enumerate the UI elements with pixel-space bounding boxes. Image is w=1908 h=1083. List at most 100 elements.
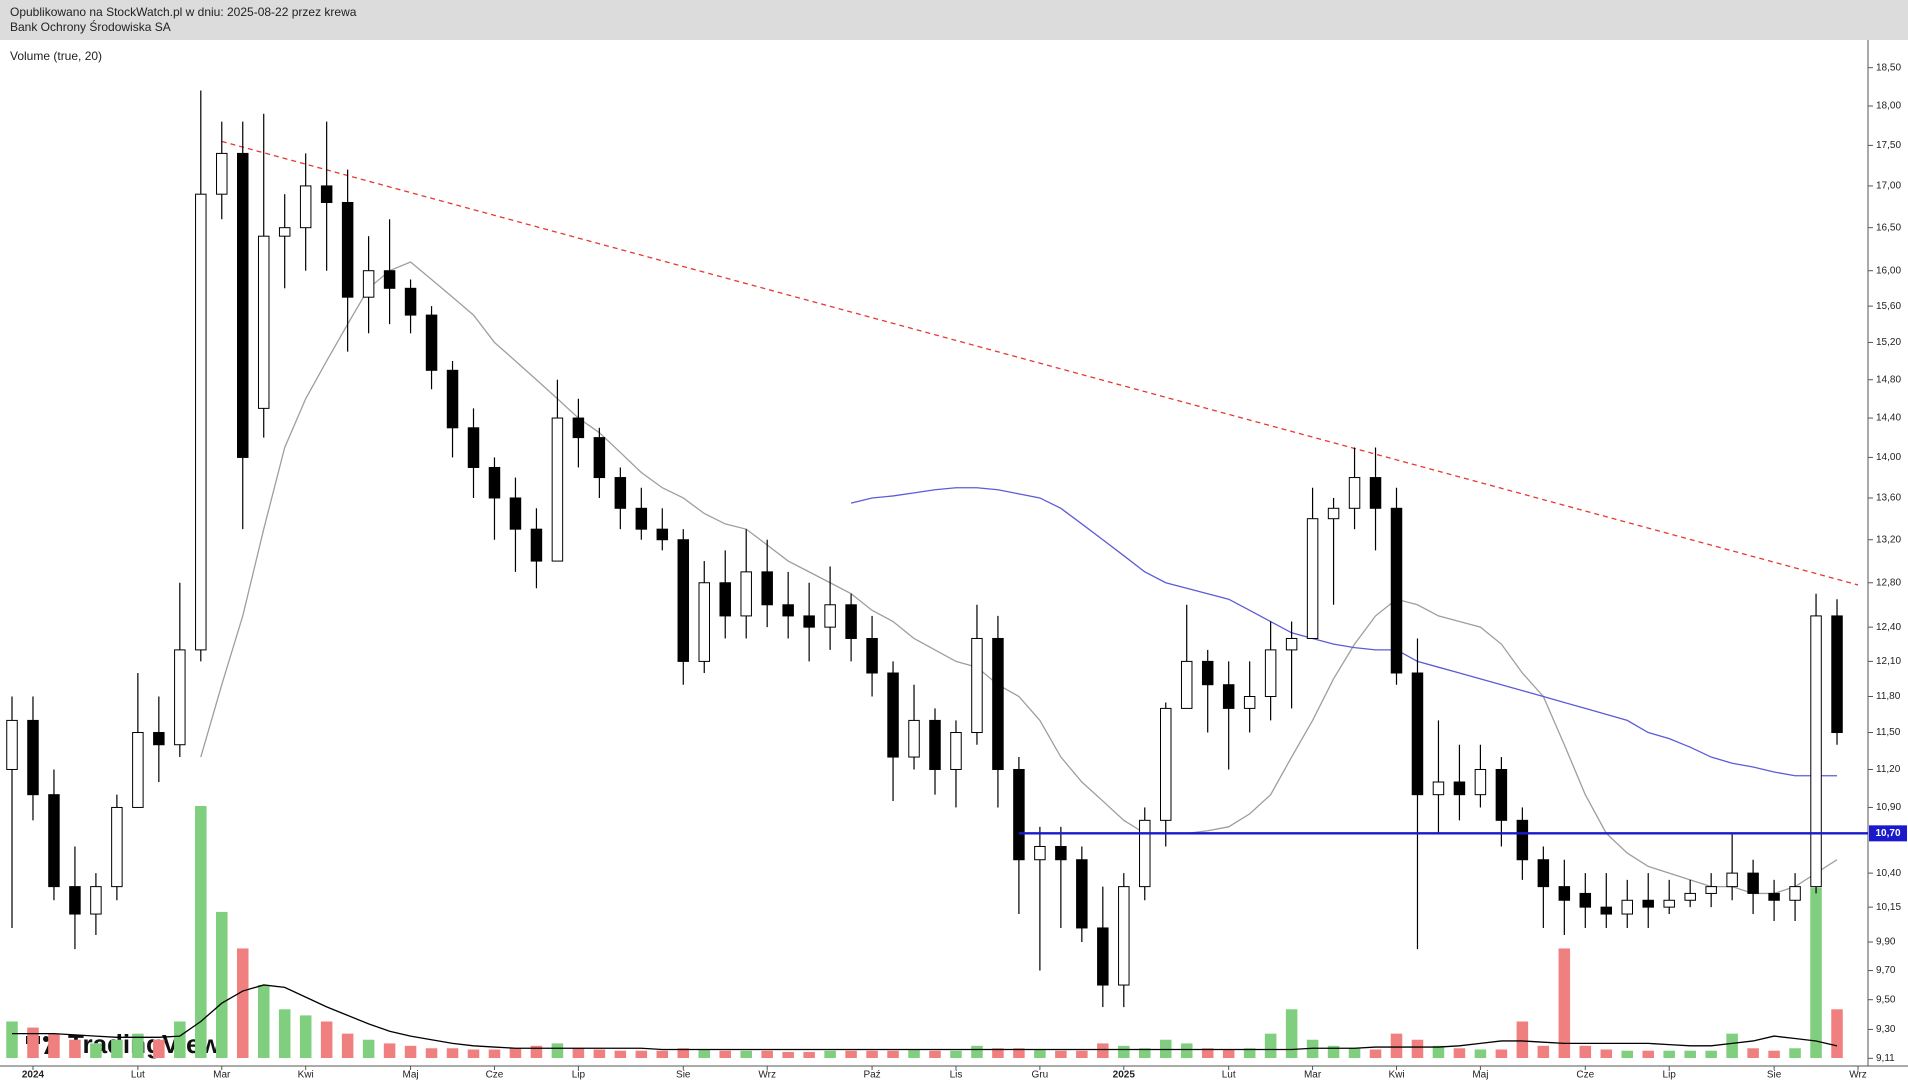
x-tick-label: Wrz <box>1849 1070 1867 1081</box>
y-tick-label: 12,80 <box>1876 577 1901 588</box>
candle-body <box>1013 768 1025 861</box>
x-tick-label: Lis <box>950 1070 963 1081</box>
candle-body <box>950 732 962 770</box>
volume-bar <box>908 1049 920 1058</box>
volume-label: Volume (true, 20) <box>10 49 102 63</box>
volume-bar <box>656 1050 669 1058</box>
candle-body <box>195 193 207 651</box>
candle-body <box>1034 845 1046 861</box>
y-tick-label: 9,70 <box>1876 965 1896 976</box>
candle-body <box>1118 886 1130 986</box>
candle-body <box>740 571 752 617</box>
volume-bar <box>362 1039 375 1058</box>
candle-body <box>761 571 773 606</box>
volume-bar <box>719 1050 731 1058</box>
candle-body <box>1076 859 1088 929</box>
candle-body <box>1579 892 1592 908</box>
candle-body <box>1097 927 1109 986</box>
volume-bar <box>216 911 228 1058</box>
x-tick-label: Maj <box>1472 1070 1488 1081</box>
candle-body <box>1264 649 1277 698</box>
y-tick-label: 10,90 <box>1876 802 1901 813</box>
x-tick-label: Lip <box>1663 1070 1677 1081</box>
candle-body <box>1705 886 1717 894</box>
volume-bar <box>509 1048 522 1058</box>
volume-bar <box>1118 1045 1130 1058</box>
volume-bar <box>1516 1021 1529 1058</box>
candle-body <box>132 732 144 808</box>
candle-body <box>677 539 690 662</box>
candle-body <box>1285 637 1298 651</box>
volume-bar <box>1831 1009 1843 1058</box>
trendline <box>221 140 1859 586</box>
volume-bar <box>530 1045 543 1058</box>
volume-bar <box>887 1050 899 1058</box>
y-tick-label: 13,20 <box>1876 534 1901 545</box>
candle-body <box>48 794 60 888</box>
candle-body <box>488 466 501 499</box>
x-tick-label: 2025 <box>1113 1070 1136 1081</box>
volume-bar <box>866 1050 878 1058</box>
volume-bar <box>1537 1045 1550 1058</box>
candle-body <box>1726 872 1738 888</box>
volume-bar <box>1747 1048 1759 1058</box>
candle-body <box>1139 819 1151 888</box>
candle-body <box>1768 892 1780 901</box>
candle-body <box>69 886 81 915</box>
volume-bar <box>698 1049 711 1058</box>
candle-body <box>1558 886 1571 901</box>
candle-body <box>824 604 836 628</box>
volume-bar <box>782 1051 794 1058</box>
candle-body <box>1201 660 1214 686</box>
candle-body <box>929 719 941 770</box>
volume-bar <box>1684 1050 1696 1058</box>
candle-body <box>153 732 165 746</box>
candle-body <box>1411 672 1424 796</box>
x-tick-label: Lut <box>1222 1070 1236 1081</box>
y-tick-label: 10,15 <box>1876 902 1901 913</box>
candle-body <box>1663 899 1675 908</box>
candle-body <box>1348 477 1361 509</box>
candle-body <box>782 604 794 617</box>
candle-body <box>866 637 878 674</box>
y-tick-label: 11,20 <box>1876 764 1901 775</box>
candle-body <box>1747 872 1759 894</box>
volume-bar <box>383 1043 396 1058</box>
candle-body <box>1516 819 1529 861</box>
volume-bar <box>1180 1043 1193 1058</box>
volume-bar <box>1264 1033 1277 1058</box>
x-tick-label: Cze <box>1576 1070 1594 1081</box>
candle-body <box>1684 892 1696 901</box>
volume-bar <box>845 1050 857 1058</box>
candle-body <box>1222 684 1235 709</box>
y-tick-label: 16,00 <box>1876 265 1901 276</box>
x-tick-label: Mar <box>213 1070 231 1081</box>
candle-body <box>237 152 249 458</box>
ma-line <box>200 261 1838 895</box>
header-line: Bank Ochrony Środowiska SA <box>10 19 171 34</box>
volume-bar <box>446 1048 459 1058</box>
volume-bar <box>1642 1050 1654 1058</box>
candle-body <box>299 185 312 229</box>
volume-bar <box>1621 1050 1634 1058</box>
candle-body <box>278 227 291 237</box>
y-tick-label: 18,00 <box>1876 101 1901 112</box>
y-tick-label: 17,50 <box>1876 140 1901 151</box>
y-tick-label: 10,40 <box>1876 868 1901 879</box>
candle-body <box>992 637 1004 770</box>
volume-bar <box>1453 1048 1466 1058</box>
volume-bar <box>341 1033 354 1058</box>
candle-body <box>27 719 39 796</box>
y-tick-label: 9,90 <box>1876 937 1896 948</box>
volume-bar <box>1201 1048 1214 1058</box>
volume-bar <box>1369 1049 1382 1058</box>
x-tick-label: Paź <box>863 1070 880 1081</box>
volume-bar <box>635 1050 648 1058</box>
volume-bar <box>1222 1049 1235 1058</box>
y-tick-label: 14,80 <box>1876 374 1901 385</box>
volume-bar <box>278 1009 291 1058</box>
candle-body <box>1453 781 1466 796</box>
volume-bar <box>551 1043 564 1058</box>
y-tick-label: 17,00 <box>1876 181 1901 192</box>
